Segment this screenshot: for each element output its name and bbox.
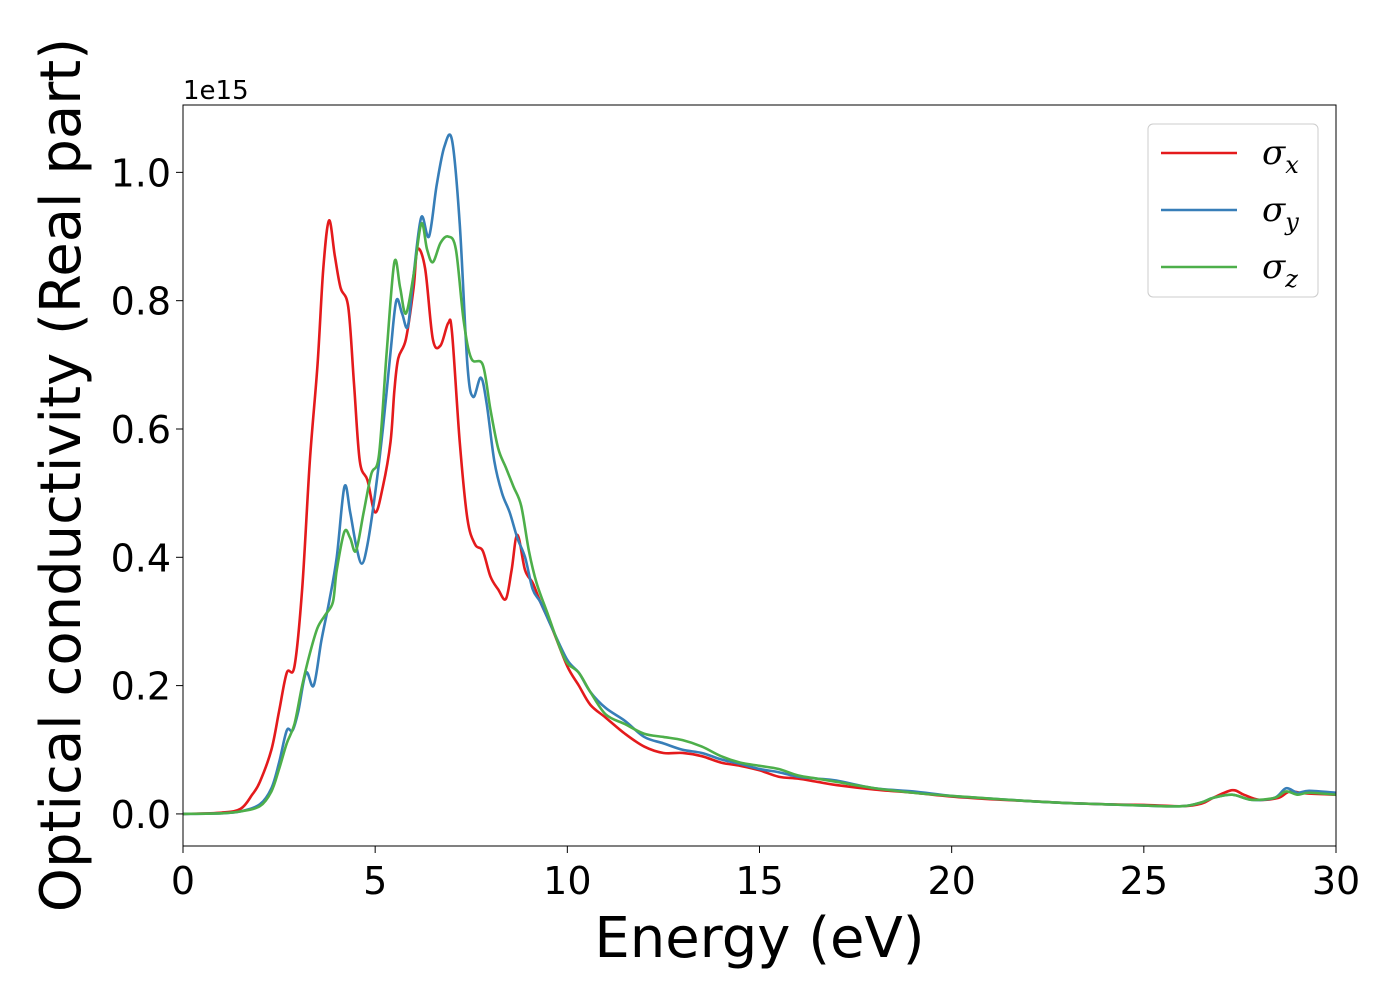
- y-offset-label: 1e15: [183, 76, 249, 106]
- x-tick-label: 25: [1120, 859, 1168, 903]
- y-tick-label: 0.8: [111, 280, 171, 324]
- legend-label-y: σy: [1262, 190, 1299, 236]
- x-tick-label: 15: [735, 859, 783, 903]
- y-tick-label: 0.4: [111, 536, 171, 580]
- series-layer: [183, 133, 1336, 816]
- x-axis-title: Energy (eV): [594, 906, 924, 971]
- y-tick-label: 0.6: [111, 408, 171, 452]
- y-tick-label: 0.0: [111, 793, 171, 837]
- x-tick-label: 20: [927, 859, 975, 903]
- series-line-z: [183, 222, 1336, 816]
- x-tick-label: 10: [543, 859, 591, 903]
- legend-label-z: σz: [1262, 247, 1298, 293]
- x-tick-label: 5: [363, 859, 387, 903]
- y-axis: 0.0 0.2 0.4 0.6 0.8 1.0: [111, 151, 183, 837]
- y-tick-label: 0.2: [111, 665, 171, 709]
- x-tick-label: 30: [1312, 859, 1360, 903]
- legend: σx σy σz: [1147, 123, 1319, 298]
- x-tick-label: 0: [171, 859, 195, 903]
- x-axis: 0 5 10 15 20 25 30: [171, 846, 1360, 903]
- y-axis-title: Optical conductivity (Real part): [29, 38, 94, 912]
- legend-label-x: σx: [1262, 133, 1299, 179]
- y-tick-label: 1.0: [111, 151, 171, 195]
